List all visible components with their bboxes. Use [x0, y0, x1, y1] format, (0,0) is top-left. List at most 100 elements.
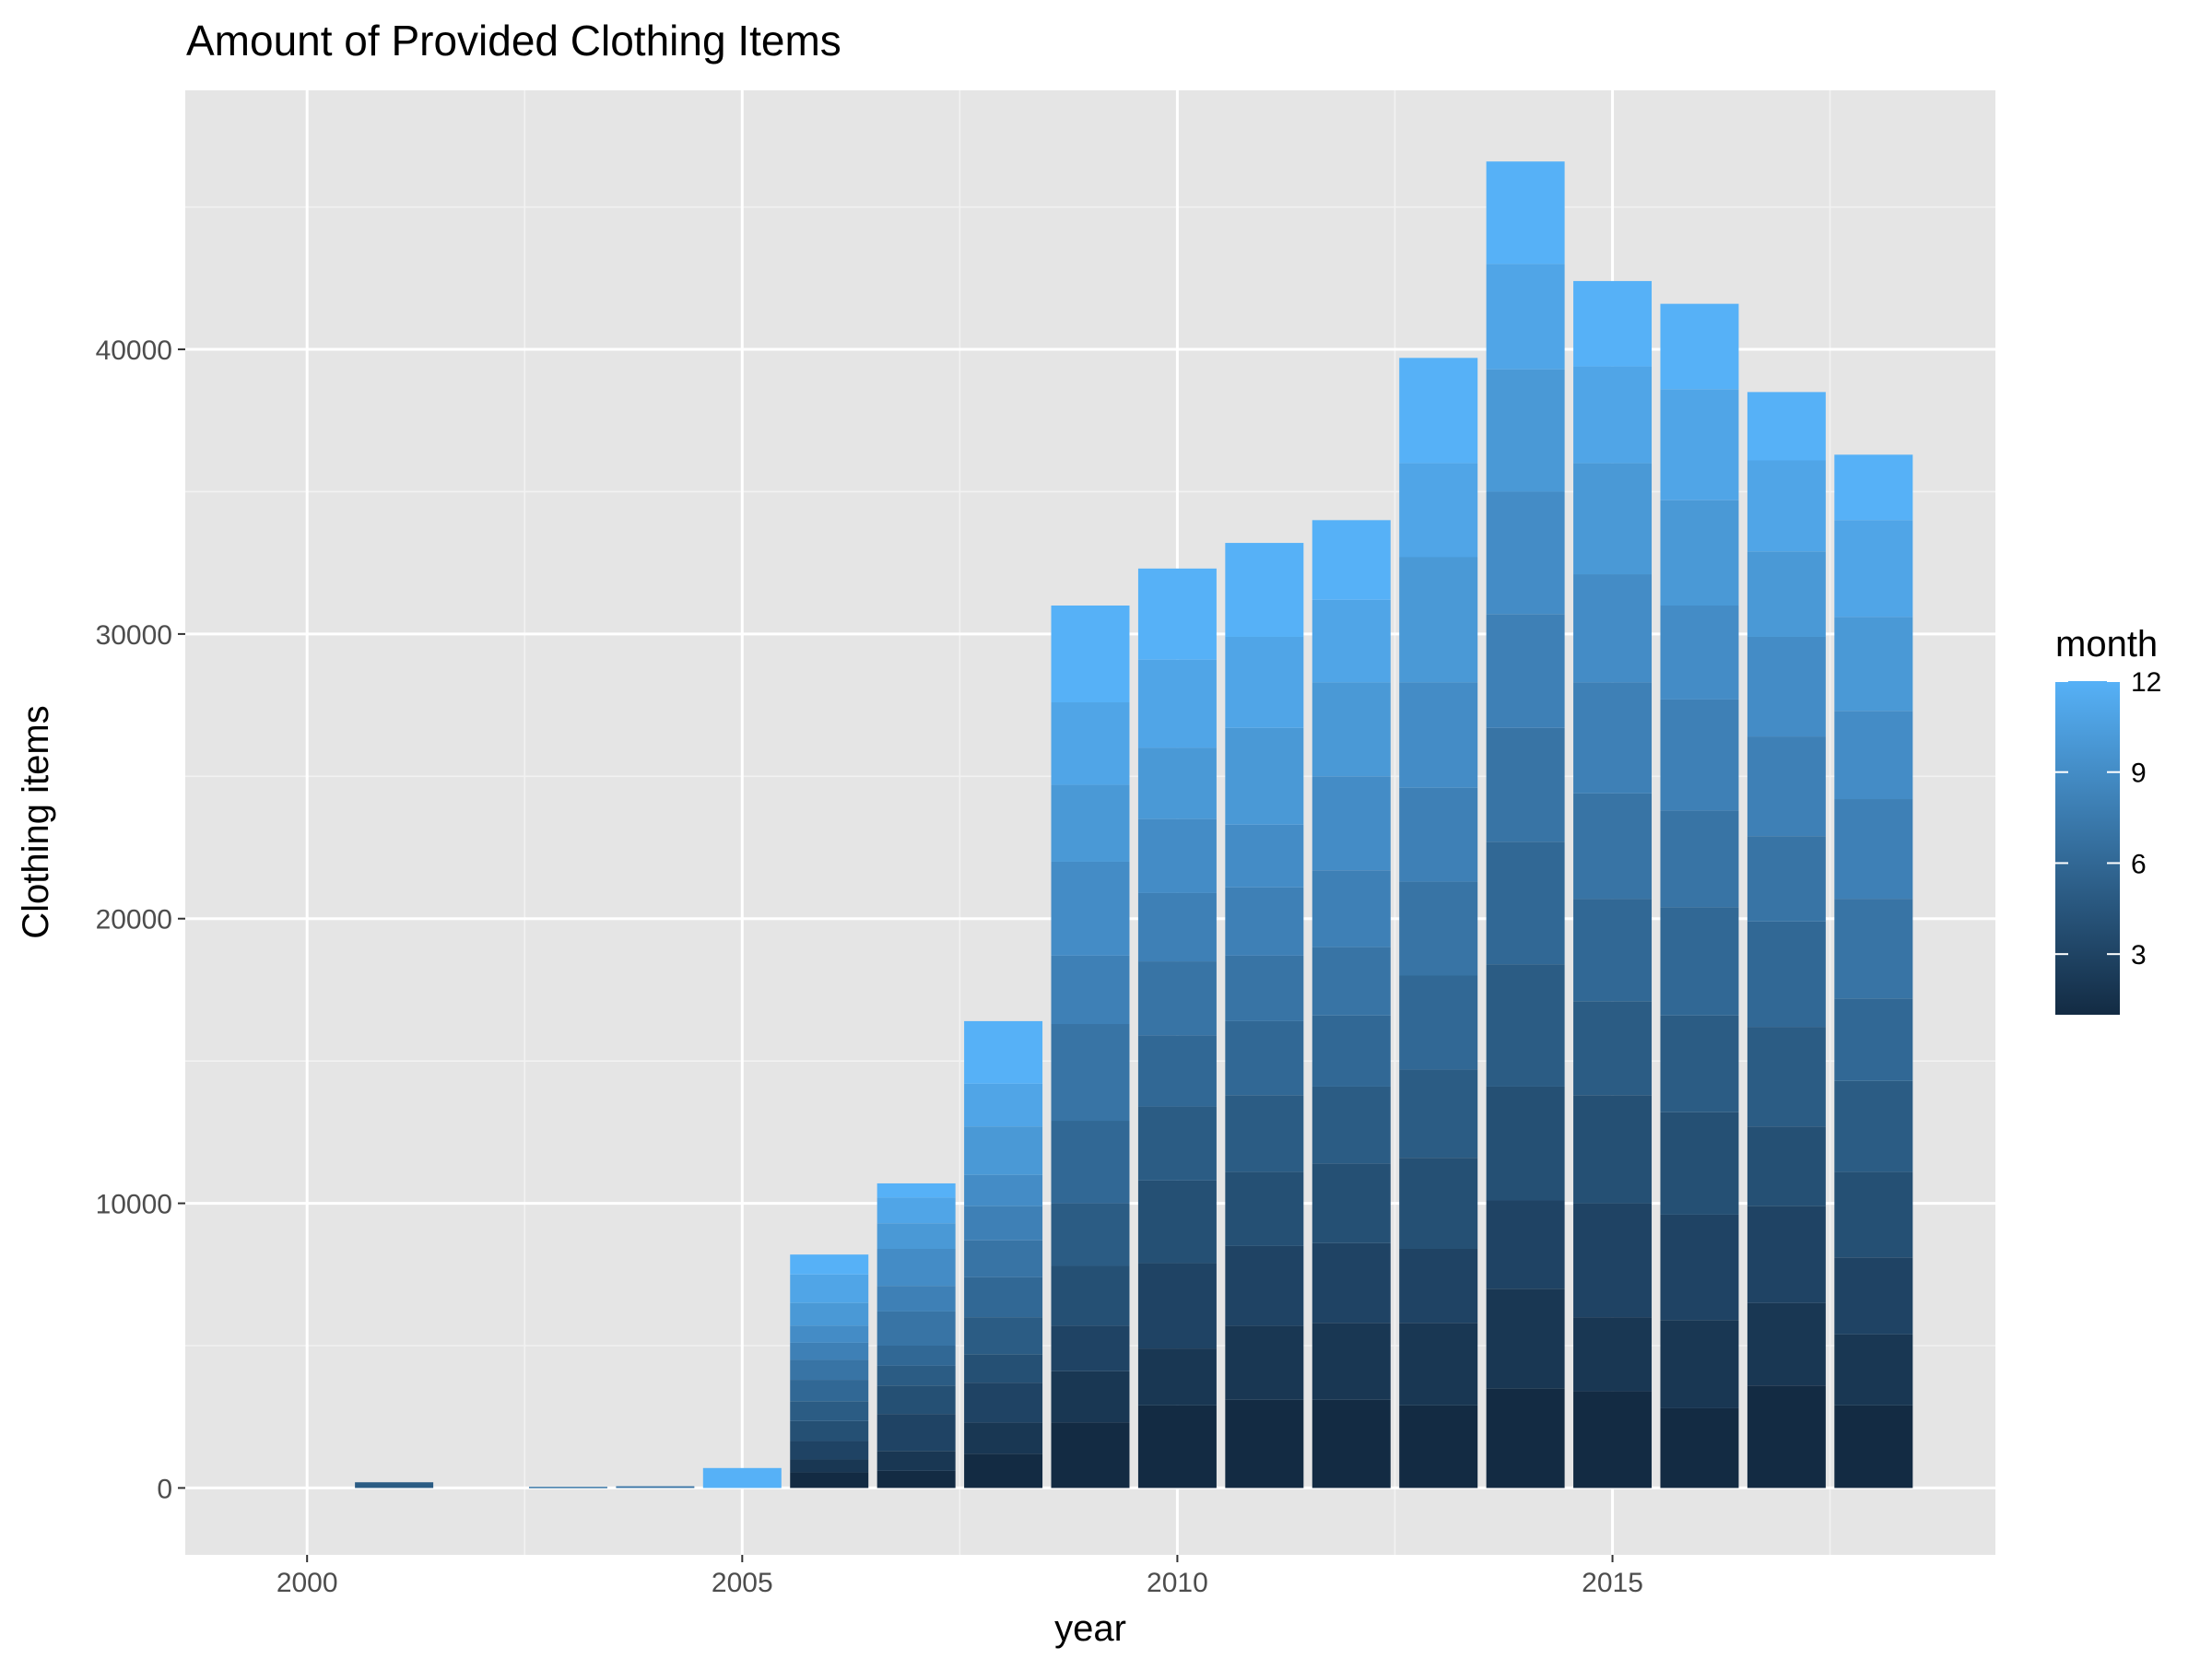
bar-segment-2017-m5 — [1747, 1027, 1826, 1127]
bar-segment-2013-m2 — [1399, 1323, 1478, 1406]
bar-segment-2010-m12 — [1137, 568, 1217, 660]
legend-title: month — [2055, 624, 2158, 665]
bar-segment-2006-m7 — [790, 1359, 869, 1381]
bar-segment-2015-m5 — [1573, 1001, 1653, 1096]
bar-segment-2018-m4 — [1834, 1171, 1913, 1258]
bar-segment-2015-m4 — [1573, 1095, 1653, 1204]
legend-ticks: 3 6 9 12 — [2055, 667, 2161, 971]
bar-segment-2011-m6 — [1225, 1020, 1304, 1096]
bar-segment-2014-m7 — [1486, 727, 1565, 842]
bar-segment-2006-m6 — [790, 1380, 869, 1402]
bar-segment-2011-m9 — [1225, 824, 1304, 888]
bar-segment-2013-m10 — [1399, 557, 1478, 683]
bar-segment-2006-m12 — [790, 1254, 869, 1275]
bar-segment-2015-m1 — [1573, 1391, 1653, 1488]
bar-segment-2009-m12 — [1051, 606, 1130, 703]
bar-segment-2010-m10 — [1137, 747, 1217, 819]
bar-segment-2017-m2 — [1747, 1302, 1826, 1386]
bar-segment-2009-m2 — [1051, 1371, 1130, 1423]
bar-segment-2015-m10 — [1573, 463, 1653, 575]
bar-segment-2017-m8 — [1747, 736, 1826, 837]
bar-segment-2008-m12 — [964, 1020, 1043, 1084]
chart-title: Amount of Provided Clothing Items — [186, 17, 841, 65]
bar-segment-2014-m6 — [1486, 841, 1565, 965]
bar-segment-2017-m1 — [1747, 1385, 1826, 1488]
bar-segment-2005-m12 — [702, 1467, 782, 1488]
bar-segment-2011-m3 — [1225, 1245, 1304, 1326]
legend-tick-label: 3 — [2131, 940, 2147, 971]
bar-segment-2008-m11 — [964, 1083, 1043, 1127]
bar-segment-2014-m10 — [1486, 369, 1565, 492]
bar-segment-2010-m8 — [1137, 892, 1217, 962]
bar-segment-2013-m6 — [1399, 975, 1478, 1070]
y-axis-ticks: 0 10000 20000 30000 40000 — [96, 335, 185, 1504]
bar-segment-2007-m9 — [877, 1248, 956, 1287]
bar-segment-2018-m9 — [1834, 711, 1913, 800]
bar-segment-2011-m10 — [1225, 727, 1304, 825]
x-axis-ticks: 2000 2005 2010 2015 — [276, 1555, 1643, 1598]
bar-segment-2012-m3 — [1312, 1242, 1391, 1324]
y-tick-label: 40000 — [96, 335, 172, 366]
bar-segment-2008-m10 — [964, 1126, 1043, 1175]
bar-segment-2006-m2 — [790, 1459, 869, 1473]
y-tick-label: 20000 — [96, 905, 172, 935]
bar-segment-2016-m11 — [1660, 389, 1739, 500]
bar-segment-2013-m3 — [1399, 1248, 1478, 1324]
bar-segment-2016-m5 — [1660, 1015, 1739, 1112]
bar-segment-2010-m1 — [1137, 1405, 1217, 1488]
bar-segment-2016-m2 — [1660, 1320, 1739, 1408]
bar-segment-2011-m11 — [1225, 636, 1304, 728]
bar-segment-2007-m8 — [877, 1286, 956, 1312]
legend-tick-label: 9 — [2131, 759, 2147, 789]
bar-segment-2011-m5 — [1225, 1095, 1304, 1172]
bar-segment-2015-m2 — [1573, 1317, 1653, 1392]
bar-segment-2008-m8 — [964, 1206, 1043, 1241]
bar-segment-2012-m5 — [1312, 1086, 1391, 1164]
bar-segment-2018-m10 — [1834, 617, 1913, 712]
bar-segment-2006-m10 — [790, 1302, 869, 1326]
bar-segment-2006-m4 — [790, 1420, 869, 1441]
bar-segment-2016-m1 — [1660, 1407, 1739, 1488]
bar-segment-2009-m6 — [1051, 1121, 1130, 1204]
bar-segment-2006-m8 — [790, 1342, 869, 1360]
bar-segment-2018-m2 — [1834, 1334, 1913, 1406]
bar-segment-2014-m8 — [1486, 614, 1565, 728]
bar-segment-2016-m12 — [1660, 303, 1739, 390]
bar-segment-2006-m11 — [790, 1274, 869, 1303]
bar-segment-2013-m1 — [1399, 1405, 1478, 1488]
bar-segment-2012-m6 — [1312, 1015, 1391, 1087]
bar-segment-2015-m7 — [1573, 793, 1653, 900]
bar-segment-2011-m4 — [1225, 1171, 1304, 1246]
bar-segment-2008-m4 — [964, 1354, 1043, 1383]
bar-segment-2014-m3 — [1486, 1200, 1565, 1289]
bar-segment-2018-m6 — [1834, 998, 1913, 1081]
bar-segment-2006-m3 — [790, 1441, 869, 1460]
bar-segment-2012-m7 — [1312, 947, 1391, 1016]
bar-segment-2007-m6 — [877, 1346, 956, 1366]
bar-segment-2016-m8 — [1660, 699, 1739, 811]
bar-segment-2007-m5 — [877, 1365, 956, 1386]
stacked-bars — [355, 161, 1913, 1488]
bar-segment-2010-m6 — [1137, 1035, 1217, 1107]
bar-segment-2013-m11 — [1399, 463, 1478, 558]
bar-segment-2009-m1 — [1051, 1422, 1130, 1488]
bar-segment-2014-m2 — [1486, 1288, 1565, 1389]
bar-segment-2007-m11 — [877, 1197, 956, 1224]
bar-segment-2017-m4 — [1747, 1126, 1826, 1206]
bar-segment-2007-m3 — [877, 1414, 956, 1452]
bar-segment-2015-m6 — [1573, 899, 1653, 1002]
bar-segment-2009-m5 — [1051, 1203, 1130, 1266]
bar-segment-2014-m9 — [1486, 491, 1565, 615]
bar-segment-2012-m2 — [1312, 1323, 1391, 1400]
bar-segment-2017-m3 — [1747, 1206, 1826, 1303]
bar-segment-2010-m9 — [1137, 818, 1217, 893]
legend-colorbar — [2055, 681, 2120, 1015]
x-tick-label: 2010 — [1147, 1568, 1208, 1598]
bar-segment-2010-m7 — [1137, 961, 1217, 1036]
bar-segment-2017-m12 — [1747, 392, 1826, 461]
bar-segment-2003-m7 — [528, 1487, 607, 1488]
bar-segment-2017-m11 — [1747, 460, 1826, 552]
bar-segment-2016-m9 — [1660, 606, 1739, 700]
bar-segment-2013-m5 — [1399, 1069, 1478, 1159]
